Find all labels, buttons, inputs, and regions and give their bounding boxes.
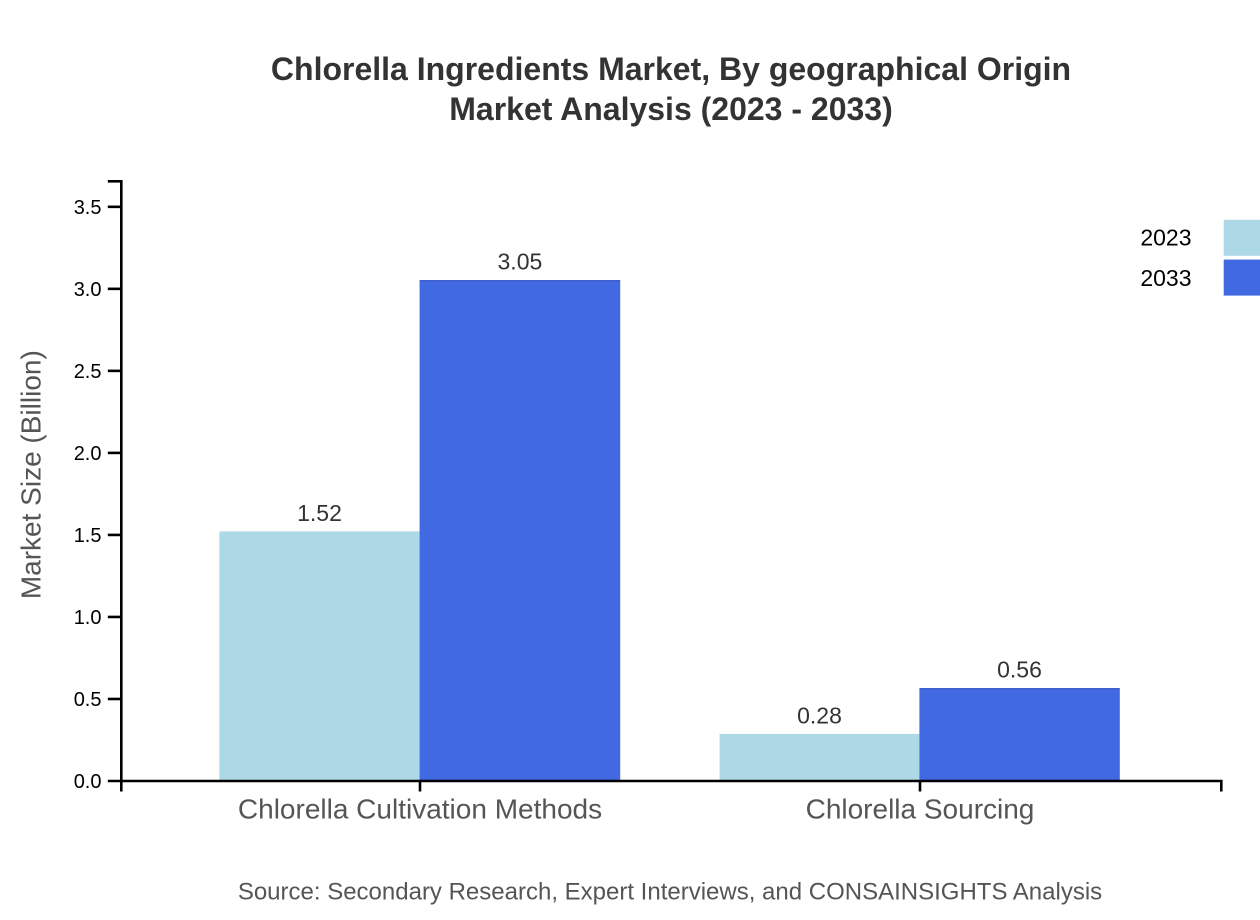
svg-text:Chlorella Cultivation Methods: Chlorella Cultivation Methods bbox=[238, 793, 602, 824]
svg-text:Market Analysis (2023 - 2033): Market Analysis (2023 - 2033) bbox=[449, 91, 893, 127]
svg-text:0.28: 0.28 bbox=[797, 702, 842, 728]
svg-text:3.5: 3.5 bbox=[74, 197, 102, 219]
svg-text:2.5: 2.5 bbox=[74, 361, 102, 383]
svg-text:Chlorella Ingredients Market,: Chlorella Ingredients Market, By geograp… bbox=[271, 51, 1071, 87]
svg-text:1.0: 1.0 bbox=[74, 607, 102, 629]
svg-text:2033: 2033 bbox=[1140, 265, 1191, 291]
svg-text:0.56: 0.56 bbox=[997, 657, 1042, 683]
svg-text:Market Size (Billion): Market Size (Billion) bbox=[15, 350, 46, 599]
svg-text:1.5: 1.5 bbox=[74, 525, 102, 547]
svg-text:Chlorella Sourcing: Chlorella Sourcing bbox=[806, 793, 1035, 824]
svg-text:2.0: 2.0 bbox=[74, 443, 102, 465]
svg-text:1.52: 1.52 bbox=[297, 500, 342, 526]
svg-text:Source: Secondary Research, Ex: Source: Secondary Research, Expert Inter… bbox=[238, 879, 1102, 906]
svg-text:0.0: 0.0 bbox=[74, 771, 102, 793]
svg-text:2023: 2023 bbox=[1140, 224, 1191, 250]
svg-text:0.5: 0.5 bbox=[74, 689, 102, 711]
svg-text:3.0: 3.0 bbox=[74, 279, 102, 301]
svg-text:3.05: 3.05 bbox=[498, 249, 543, 275]
